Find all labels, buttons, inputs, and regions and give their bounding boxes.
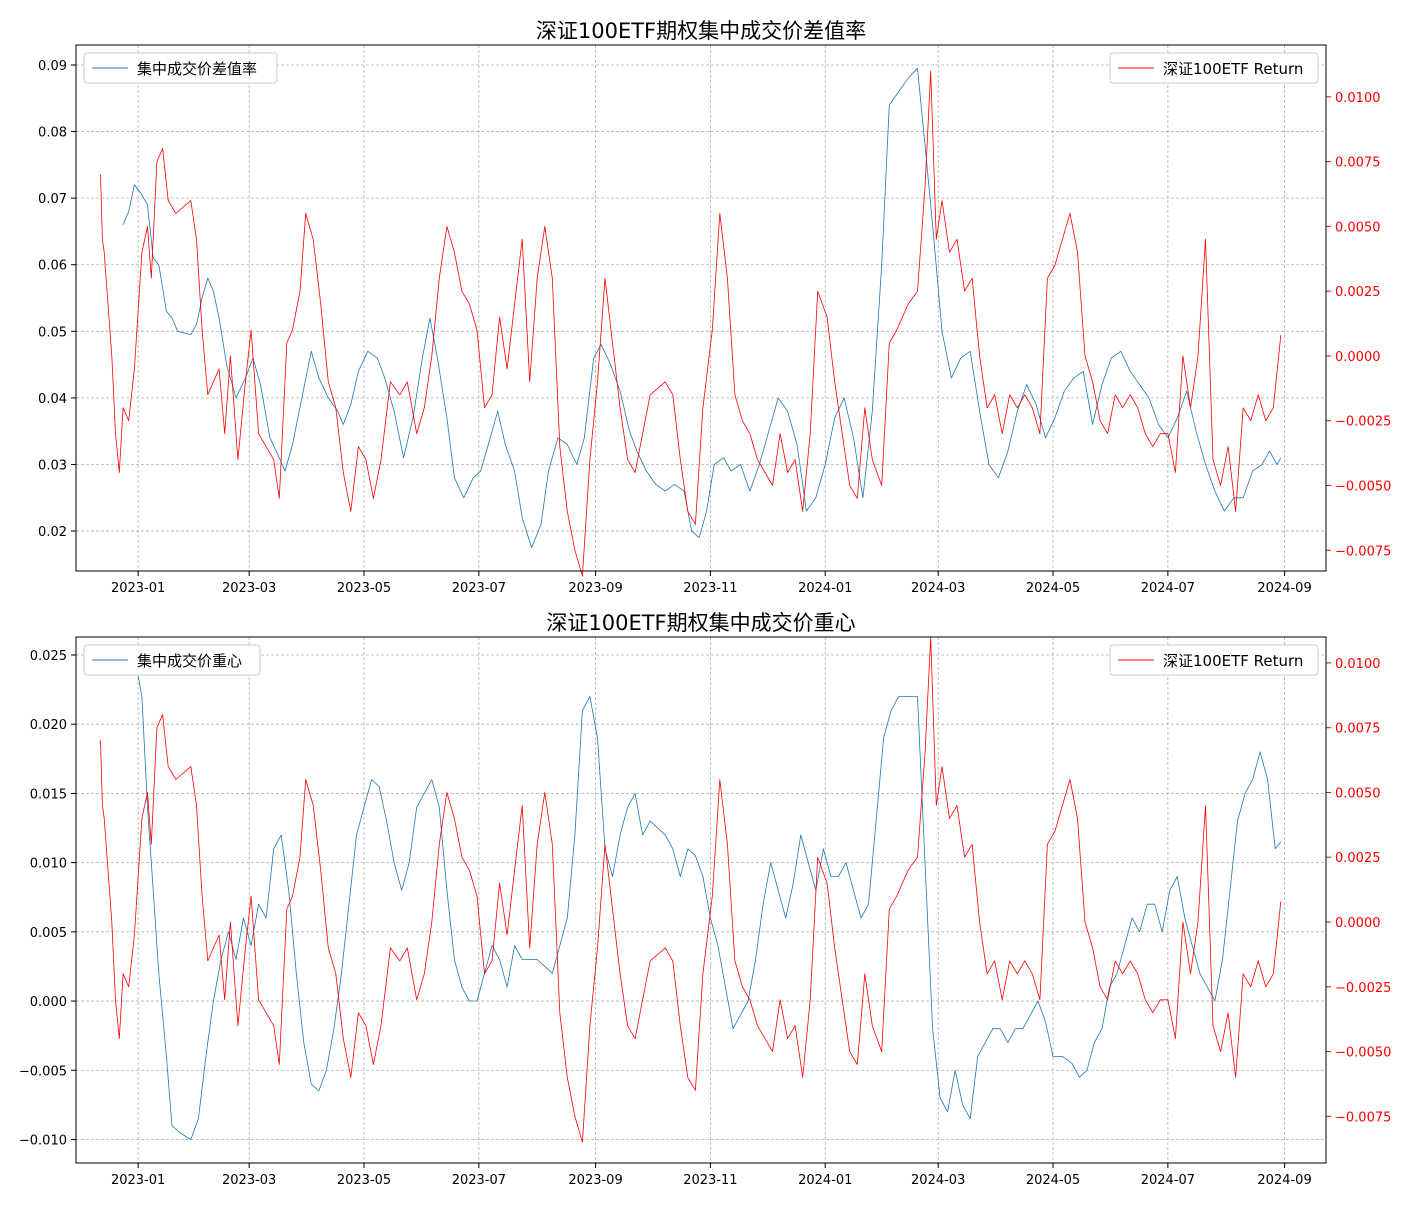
legend-label: 深证100ETF Return [1163, 60, 1303, 78]
x-tick-label: 2023-03 [222, 1173, 276, 1188]
y-left-tick-label: −0.005 [19, 1064, 67, 1079]
x-tick-label: 2023-05 [337, 1173, 391, 1188]
x-tick-label: 2024-05 [1026, 1173, 1080, 1188]
indicator-series-line [122, 654, 1282, 1140]
x-tick-label: 2024-09 [1257, 1173, 1311, 1188]
y-right-tick-label: 0.0000 [1335, 916, 1381, 931]
y-left-tick-label: 0.000 [30, 995, 67, 1010]
x-tick-label: 2023-09 [568, 1173, 622, 1188]
y-left-tick-label: 0.09 [38, 59, 67, 74]
y-left-tick-label: −0.010 [19, 1133, 67, 1148]
x-tick-label: 2023-11 [683, 581, 737, 596]
x-tick-label: 2023-05 [337, 581, 391, 596]
y-right-tick-label: 0.0025 [1335, 851, 1381, 866]
plot-frame [75, 636, 1327, 1164]
y-right-tick-label: −0.0075 [1335, 1110, 1391, 1125]
legend-label: 集中成交价重心 [137, 652, 242, 670]
legend-right: 深证100ETF Return [1109, 644, 1319, 676]
y-left-tick-label: 0.08 [38, 126, 67, 141]
y-left-tick-label: 0.03 [38, 458, 67, 473]
x-tick-label: 2024-01 [798, 1173, 852, 1188]
y-left-tick-label: 0.025 [30, 649, 67, 664]
return-series-line [100, 636, 1282, 1143]
x-tick-label: 2023-01 [111, 581, 165, 596]
y-right-tick-label: 0.0025 [1335, 285, 1381, 300]
y-left-tick-label: 0.020 [30, 718, 67, 733]
x-tick-label: 2023-09 [568, 581, 622, 596]
y-left-tick-label: 0.07 [38, 192, 67, 207]
chart-panel-1: 深证100ETF期权集中成交价差值率 2023-01 2023-03 2023-05 2… [38, 19, 1391, 596]
y-left-tick-label: 0.06 [38, 259, 67, 274]
y-right-tick-label: −0.0025 [1335, 981, 1391, 996]
plot-frame [75, 44, 1327, 572]
x-tick-label: 2023-01 [111, 1173, 165, 1188]
x-tick-label: 2024-09 [1257, 581, 1311, 596]
legend-left: 集中成交价重心 [83, 644, 261, 676]
y-left-tick-label: 0.04 [38, 392, 67, 407]
y-left-tick-label: 0.05 [38, 325, 67, 340]
x-tick-label: 2023-07 [452, 1173, 506, 1188]
indicator-series-line [122, 67, 1282, 549]
return-series-line [100, 70, 1282, 577]
y-right-tick-label: −0.0075 [1335, 544, 1391, 559]
x-tick-label: 2024-05 [1026, 581, 1080, 596]
y-right-tick-label: 0.0050 [1335, 786, 1381, 801]
legend-left: 集中成交价差值率 [83, 52, 278, 84]
chart-panel-2: 深证100ETF期权集中成交价重心 2023-01 2023-03 2023-05 20… [19, 611, 1392, 1188]
legend-box [83, 644, 261, 676]
x-tick-label: 2023-07 [452, 581, 506, 596]
legend-label: 集中成交价差值率 [137, 60, 257, 78]
legend-right: 深证100ETF Return [1109, 52, 1319, 84]
y-right-tick-label: −0.0025 [1335, 415, 1391, 430]
y-right-tick-label: 0.0075 [1335, 722, 1381, 737]
x-tick-label: 2023-03 [222, 581, 276, 596]
x-tick-label: 2024-03 [911, 581, 965, 596]
x-tick-label: 2024-03 [911, 1173, 965, 1188]
y-left-tick-label: 0.02 [38, 525, 67, 540]
y-right-tick-label: 0.0050 [1335, 220, 1381, 235]
y-left-tick-label: 0.015 [30, 787, 67, 802]
y-right-tick-label: 0.0000 [1335, 350, 1381, 365]
legend-box [1109, 52, 1319, 84]
chart-title: 深证100ETF期权集中成交价差值率 [536, 19, 866, 43]
y-right-tick-label: −0.0050 [1335, 1046, 1391, 1061]
legend-box [1109, 644, 1319, 676]
x-tick-label: 2024-07 [1141, 1173, 1195, 1188]
x-tick-label: 2024-07 [1141, 581, 1195, 596]
x-tick-label: 2024-01 [798, 581, 852, 596]
y-right-tick-label: 0.0100 [1335, 91, 1381, 106]
y-left-tick-label: 0.010 [30, 857, 67, 872]
y-right-tick-label: 0.0075 [1335, 156, 1381, 171]
legend-label: 深证100ETF Return [1163, 652, 1303, 670]
y-right-tick-label: −0.0050 [1335, 479, 1391, 494]
chart-title: 深证100ETF期权集中成交价重心 [546, 611, 855, 635]
y-left-tick-label: 0.005 [30, 926, 67, 941]
y-right-tick-label: 0.0100 [1335, 657, 1381, 672]
x-tick-label: 2023-11 [683, 1173, 737, 1188]
legend-box [83, 52, 278, 84]
